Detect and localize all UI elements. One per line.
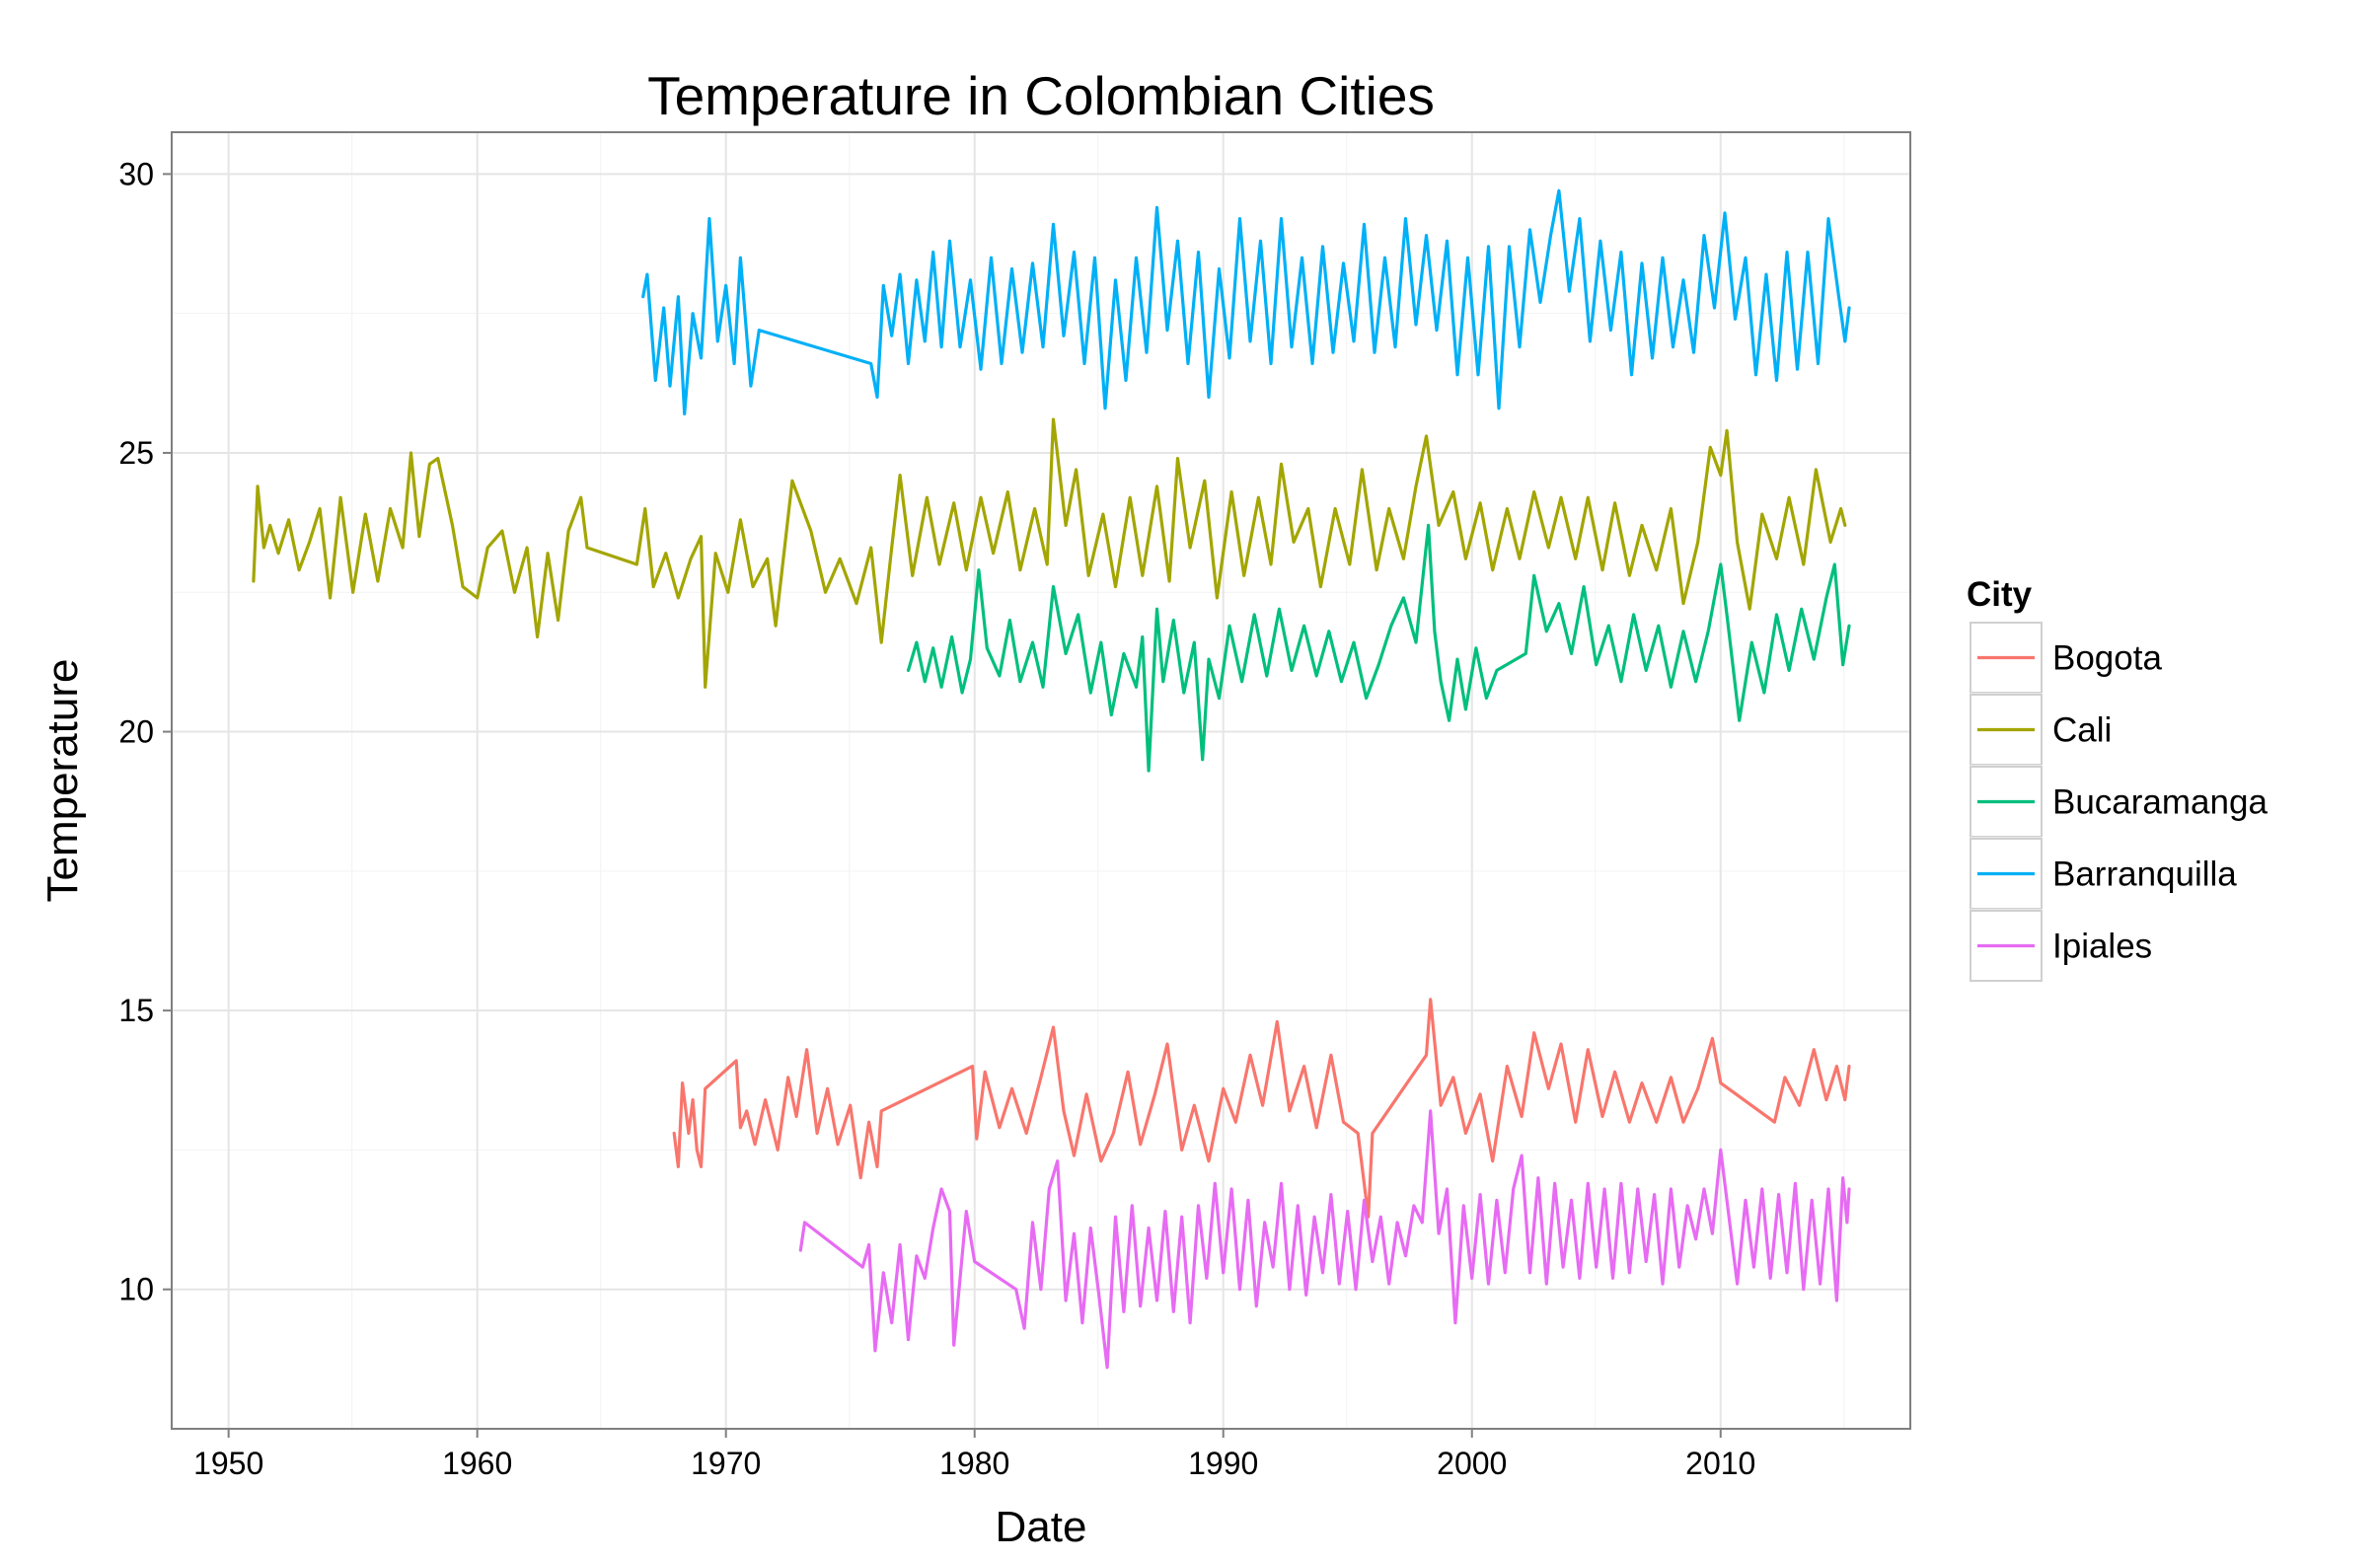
x-axis-title: Date (996, 1503, 1087, 1551)
series-line-bogota (672, 998, 1851, 1219)
legend-label: Ipiales (2052, 928, 2152, 966)
legend: City Bogota Cali Bucaramanga Barranquilla Ip… (1967, 575, 2268, 983)
y-tick-label: 20 (118, 714, 154, 750)
x-tick-label: 1980 (939, 1446, 1009, 1481)
legend-item-bogota: Bogota (1969, 621, 2162, 695)
legend-label: Bogota (2052, 639, 2162, 678)
legend-title: City (1967, 575, 2033, 614)
y-tick-label: 15 (118, 993, 154, 1028)
x-tick-label: 1990 (1188, 1446, 1258, 1481)
legend-item-ipiales: Ipiales (1969, 909, 2152, 983)
series-lines (252, 188, 1851, 1370)
x-tick-label: 1950 (193, 1446, 263, 1481)
y-tick-label: 25 (118, 435, 154, 471)
legend-label: Bucaramanga (2052, 783, 2268, 822)
legend-item-cali: Cali (1969, 693, 2112, 767)
series-line-cali (252, 417, 1847, 689)
series-line-barranquilla (641, 188, 1851, 415)
chart-title: Temperature in Colombian Cities (647, 65, 1435, 126)
legend-item-bucaramanga: Bucaramanga (1969, 765, 2268, 839)
x-tick-label: 2000 (1437, 1446, 1507, 1481)
x-axis: 1950 1960 1970 1980 1990 2000 2010 (193, 1429, 1755, 1481)
y-tick-label: 10 (118, 1272, 154, 1307)
x-tick-label: 2010 (1685, 1446, 1755, 1481)
series-line-ipiales (798, 1109, 1851, 1370)
legend-label: Cali (2052, 711, 2112, 750)
y-axis-title: Temperature (38, 658, 87, 902)
series-line-bucaramanga (906, 523, 1851, 773)
x-tick-label: 1970 (691, 1446, 761, 1481)
legend-label: Barranquilla (2052, 855, 2237, 894)
legend-item-barranquilla: Barranquilla (1969, 837, 2237, 911)
plot-border (171, 131, 1911, 1430)
plot-panel (172, 132, 1910, 1429)
y-axis: 10 15 20 25 30 (118, 156, 172, 1307)
x-tick-label: 1960 (442, 1446, 512, 1481)
y-tick-label: 30 (118, 156, 154, 191)
major-gridlines (172, 132, 1910, 1429)
